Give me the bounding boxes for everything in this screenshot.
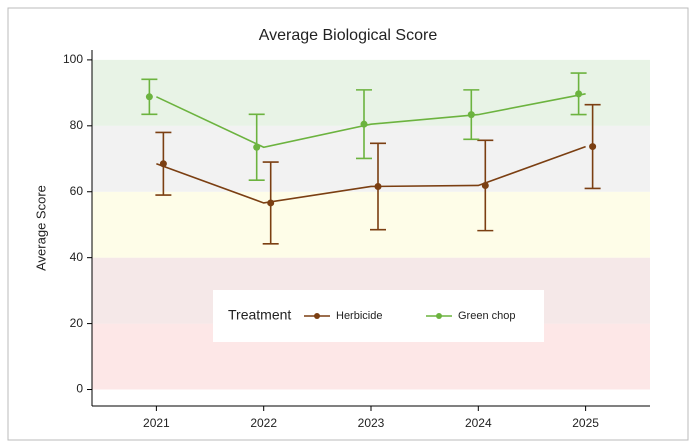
legend-label: Green chop — [458, 310, 515, 322]
legend-title: Treatment — [228, 307, 291, 323]
band — [92, 59, 650, 126]
point — [589, 143, 597, 151]
legend-swatch-dot — [436, 313, 442, 319]
y-tick-label: 40 — [70, 250, 84, 264]
point — [159, 160, 167, 168]
series-line — [156, 93, 586, 149]
point — [374, 182, 382, 190]
point — [267, 199, 275, 207]
x-tick-label: 2022 — [250, 416, 277, 430]
legend-box — [213, 290, 544, 342]
y-tick-label: 0 — [76, 382, 83, 396]
y-axis-label: Average Score — [33, 185, 48, 271]
chart-title: Average Biological Score — [259, 27, 438, 44]
point — [481, 181, 489, 189]
band — [92, 191, 650, 258]
x-tick-label: 2023 — [358, 416, 385, 430]
series-line — [156, 145, 586, 204]
x-tick-label: 2024 — [465, 416, 492, 430]
point — [575, 90, 583, 98]
x-tick-label: 2021 — [143, 416, 170, 430]
point — [360, 120, 368, 128]
point — [253, 143, 261, 151]
legend-label: Herbicide — [336, 310, 382, 322]
y-tick-label: 80 — [70, 118, 84, 132]
point — [145, 93, 153, 101]
x-tick-label: 2025 — [572, 416, 599, 430]
point — [467, 111, 475, 119]
legend-swatch-dot — [314, 313, 320, 319]
y-tick-label: 60 — [70, 184, 84, 198]
y-tick-label: 100 — [63, 52, 83, 66]
bands — [92, 59, 650, 390]
y-tick-label: 20 — [70, 316, 84, 330]
